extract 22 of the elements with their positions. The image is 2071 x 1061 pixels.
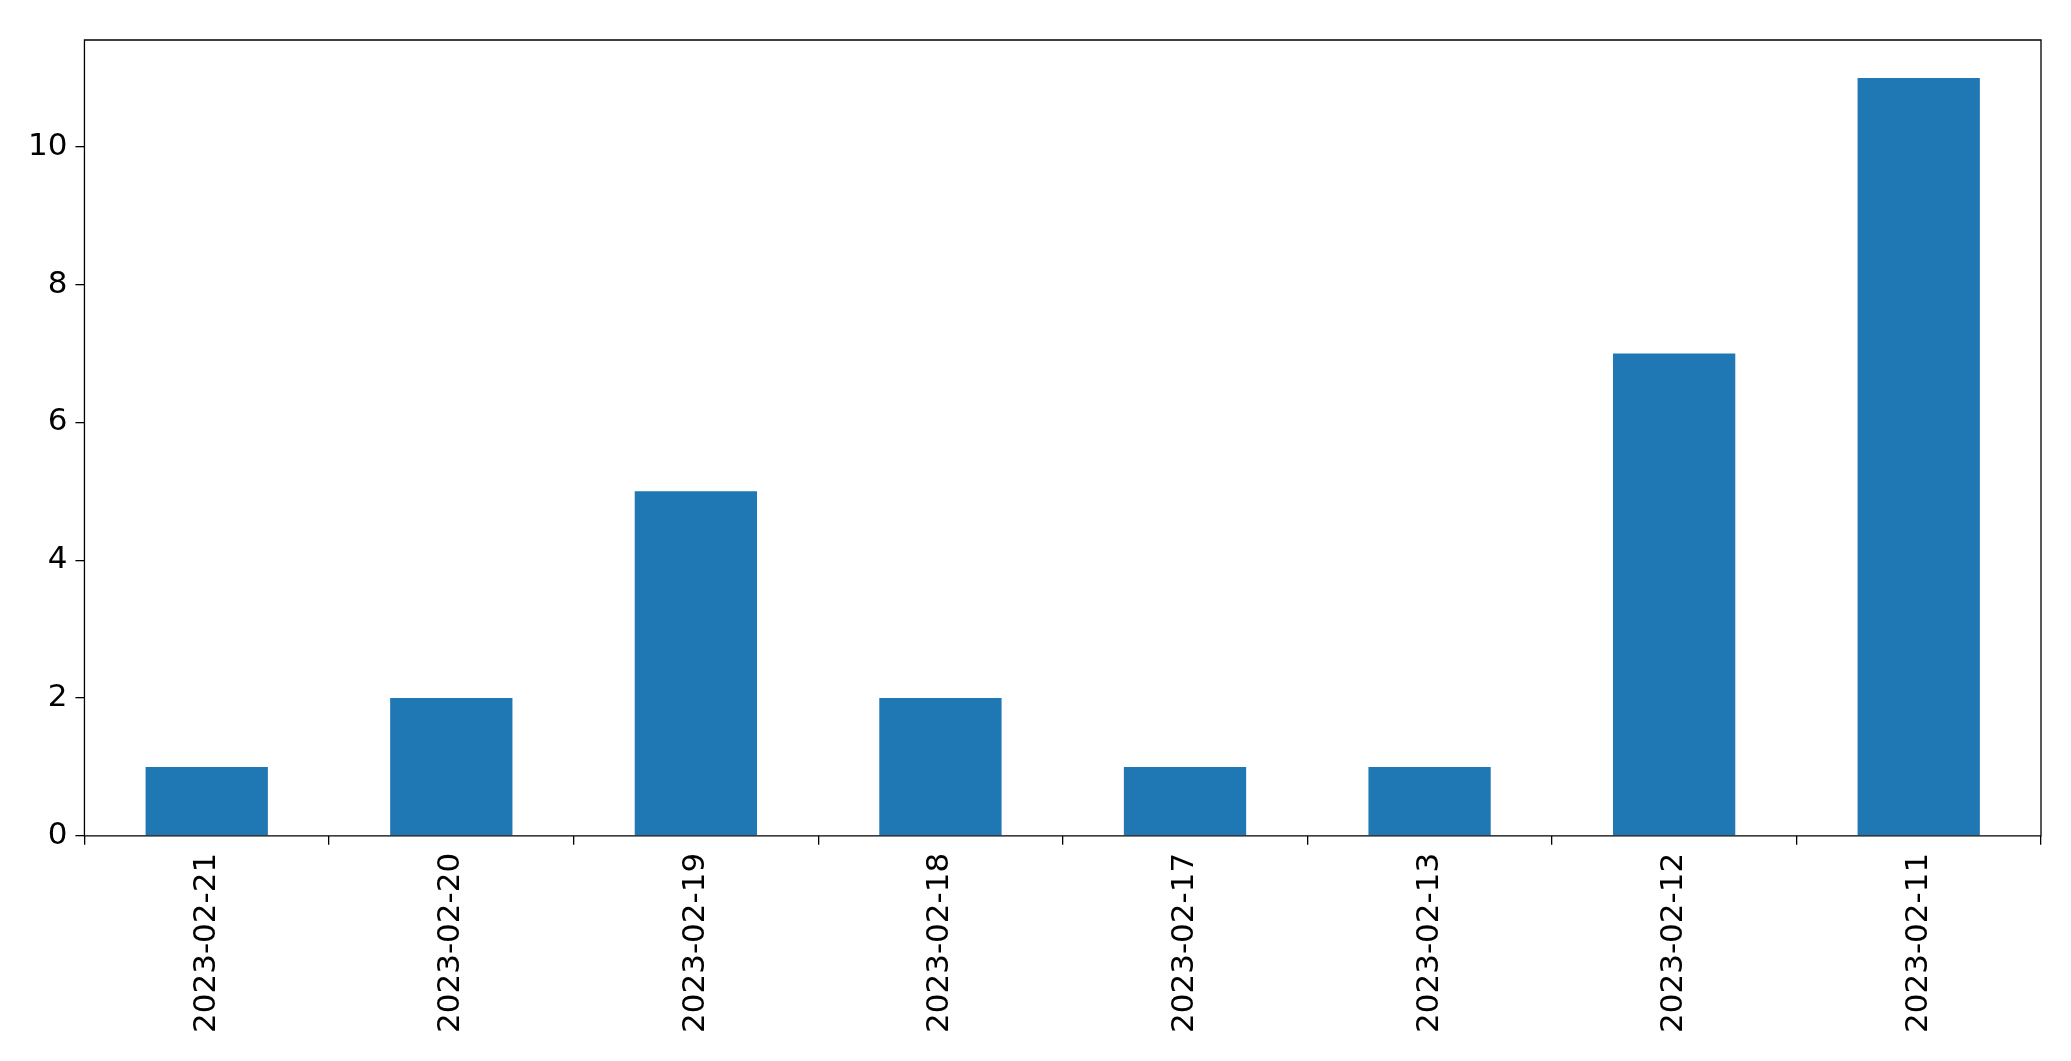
- bar: [1613, 353, 1736, 836]
- x-tick-label: 2023-02-13: [1408, 852, 1445, 1034]
- x-tick-label: 2023-02-11: [1897, 852, 1934, 1034]
- y-tick-label: 8: [47, 263, 68, 300]
- x-tick-label: 2023-02-17: [1164, 852, 1201, 1034]
- x-tick-label: 2023-02-20: [430, 852, 467, 1034]
- x-tick-label: 2023-02-18: [919, 852, 956, 1034]
- bar: [390, 698, 513, 836]
- x-tick-label: 2023-02-19: [674, 852, 711, 1034]
- y-tick-label: 2: [47, 677, 68, 714]
- bar: [1368, 766, 1491, 836]
- bar: [634, 491, 758, 836]
- x-tick-label: 2023-02-21: [185, 852, 222, 1034]
- bar: [879, 698, 1002, 836]
- bar: [1857, 77, 1980, 836]
- y-tick-label: 0: [47, 814, 68, 851]
- bar: [1123, 766, 1247, 836]
- bar: [145, 766, 268, 836]
- y-tick-label: 4: [47, 539, 68, 576]
- y-tick-label: 6: [47, 401, 68, 438]
- x-tick-label: 2023-02-12: [1653, 852, 1690, 1034]
- y-tick-label: 10: [27, 125, 68, 162]
